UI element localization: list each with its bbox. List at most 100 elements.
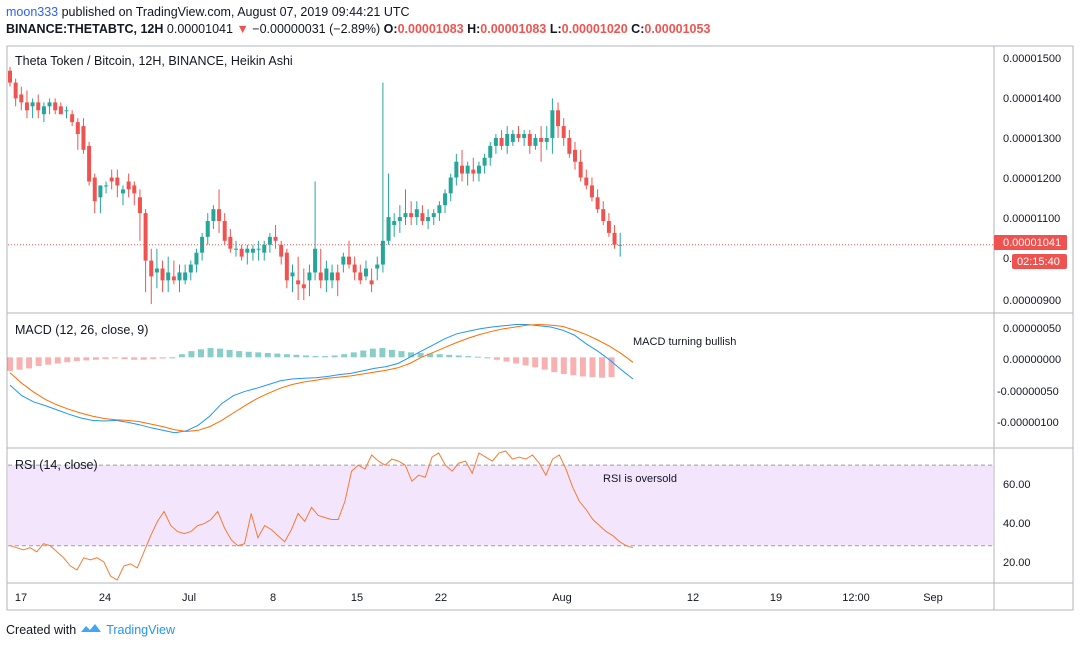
candle-body <box>171 276 176 281</box>
price-tick-label: 0.00001300 <box>1003 133 1061 145</box>
candle-body <box>313 248 318 273</box>
candle-body <box>87 145 92 182</box>
macd-histogram-bar <box>64 357 71 363</box>
candle-body <box>584 177 589 186</box>
candle-body <box>53 102 58 111</box>
rsi-tick-label: 40.00 <box>1003 518 1031 530</box>
macd-histogram-bar <box>360 350 367 358</box>
created-with-text: Created with <box>6 622 77 637</box>
open-label: O: <box>383 22 398 36</box>
macd-histogram-bar <box>102 357 109 360</box>
macd-histogram-bar <box>484 357 491 359</box>
candle-body <box>296 280 301 285</box>
candle-body <box>47 102 52 107</box>
candle-body <box>194 252 199 265</box>
macd-histogram-bar <box>303 355 310 358</box>
candle-body <box>510 134 515 142</box>
candle-body <box>24 102 29 111</box>
candle-body <box>36 102 41 111</box>
macd-histogram-bar <box>274 353 281 358</box>
macd-histogram-bar <box>408 352 415 358</box>
macd-histogram-bar <box>169 357 176 359</box>
candle-body <box>318 272 323 281</box>
macd-line <box>9 324 634 434</box>
candle-body <box>380 240 385 265</box>
macd-histogram-bar <box>73 357 80 362</box>
candle-body <box>573 149 577 162</box>
candle-body <box>505 134 510 146</box>
tradingview-link[interactable]: TradingView <box>106 622 175 637</box>
candle-body <box>137 197 142 214</box>
candle-body <box>601 209 606 222</box>
macd-histogram-bar <box>159 357 166 359</box>
candle-body <box>75 122 80 135</box>
candle-body <box>143 213 148 261</box>
candle-body <box>177 272 182 281</box>
author-link[interactable]: moon333 <box>6 5 59 19</box>
candle-body <box>409 213 414 218</box>
candle-body <box>533 137 538 146</box>
candle-body <box>386 217 391 241</box>
candle-body <box>539 137 544 142</box>
time-tick-label: 8 <box>270 592 276 604</box>
candle-body <box>341 256 346 265</box>
candle-body <box>234 248 238 250</box>
signal-line <box>9 323 634 433</box>
candles-group <box>8 66 623 305</box>
time-tick-label: 15 <box>351 592 363 604</box>
macd-histogram-bar <box>26 357 33 369</box>
published-text: published on TradingView.com, August 07,… <box>61 5 410 19</box>
time-tick-label: 12 <box>687 592 699 604</box>
candle-body <box>132 185 137 194</box>
macd-tick-label: 0.00000050 <box>1003 323 1061 335</box>
macd-histogram-bar <box>197 349 204 358</box>
macd-histogram-bar <box>54 357 61 364</box>
price-tick-label: 0.00000900 <box>1003 295 1061 307</box>
macd-histogram-bar <box>7 357 13 371</box>
price-tick-label: 0.00001500 <box>1003 53 1061 65</box>
candle-body <box>330 272 335 281</box>
macd-histogram-bar <box>45 357 52 365</box>
candle-body <box>104 185 109 187</box>
macd-histogram-bar <box>178 354 185 358</box>
candle-body <box>448 177 453 194</box>
macd-histogram <box>7 348 615 378</box>
macd-histogram-bar <box>331 355 338 358</box>
high-label: H: <box>467 22 481 36</box>
candle-body <box>431 213 436 218</box>
symbol-label: BINANCE:THETABTC, 12H <box>6 22 164 36</box>
rsi-overbought-oversold-band <box>8 465 993 546</box>
macd-histogram-bar <box>379 348 386 358</box>
candle-body <box>499 137 504 146</box>
macd-histogram-bar <box>322 356 329 358</box>
candle-body <box>273 236 278 241</box>
candle-body <box>493 137 498 146</box>
macd-histogram-bar <box>560 357 567 375</box>
change-value: −0.00000031 (−2.89%) <box>252 22 381 36</box>
symbol-line: BINANCE:THETABTC, 12H 0.00001041 ▼ −0.00… <box>6 22 710 36</box>
publish-line: moon333 published on TradingView.com, Au… <box>6 5 410 19</box>
price-tick-label-partial: 0. <box>1003 253 1012 265</box>
tradingview-logo-icon <box>80 622 102 637</box>
candle-body <box>589 185 594 198</box>
macd-histogram-bar <box>513 357 520 364</box>
candle-body <box>228 236 233 249</box>
candle-body <box>347 256 351 265</box>
candle-body <box>166 272 171 281</box>
candle-body <box>324 268 329 281</box>
footer: Created with TradingView <box>6 622 175 637</box>
candle-body <box>476 165 481 174</box>
candle-body <box>98 185 103 198</box>
macd-histogram-bar <box>388 349 395 358</box>
macd-histogram-bar <box>465 356 472 358</box>
macd-histogram-bar <box>589 357 596 378</box>
candle-body <box>154 268 159 273</box>
macd-tick-label: -0.00000050 <box>997 386 1059 398</box>
rsi-title: RSI (14, close) <box>15 458 98 472</box>
candle-body <box>256 248 261 250</box>
macd-histogram-bar <box>417 352 424 358</box>
macd-histogram-bar <box>83 357 90 361</box>
macd-histogram-bar <box>398 351 405 358</box>
candle-body <box>460 165 464 174</box>
